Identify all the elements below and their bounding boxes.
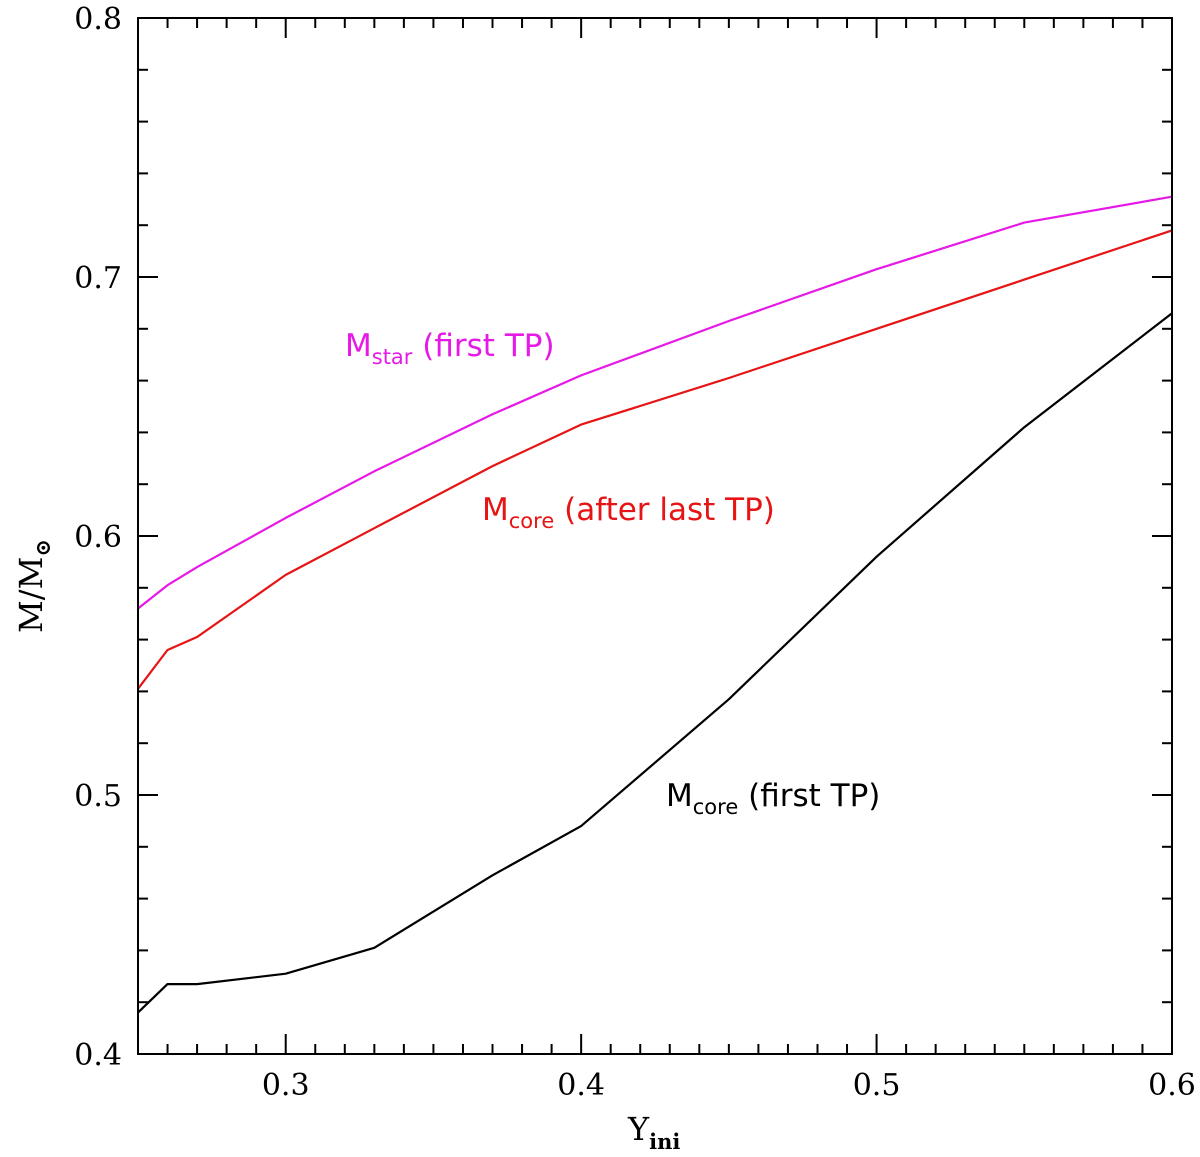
series-line-mstar-first-tp — [137, 195, 1173, 610]
y-tick-label: 0.5 — [74, 779, 122, 814]
plot-frame — [137, 17, 1173, 1055]
series-lines — [137, 195, 1173, 1014]
series-line-mcore-after-last-tp — [137, 229, 1173, 690]
x-tick-label: 0.6 — [1148, 1068, 1196, 1103]
x-axis-label: Yini — [627, 1110, 680, 1154]
y-tick-label: 0.6 — [74, 520, 122, 555]
x-tick-label: 0.4 — [557, 1068, 605, 1103]
tick-labels: 0.3 0.4 0.5 0.6 0.4 0.5 0.6 0.7 0.8 — [74, 2, 1196, 1103]
x-tick-label: 0.3 — [262, 1068, 310, 1103]
series-line-mcore-first-tp — [137, 312, 1173, 1014]
y-tick-label: 0.4 — [74, 1038, 122, 1073]
x-tick-label: 0.5 — [853, 1068, 901, 1103]
y-tick-label: 0.7 — [74, 261, 122, 296]
y-axis-label: M/M⊙ — [12, 539, 55, 633]
y-tick-label: 0.8 — [74, 2, 122, 37]
annotation-mcore-first-tp: Mcore (first TP) — [666, 778, 880, 819]
axis-ticks — [137, 17, 1173, 1055]
annotation-mstar-first-tp: Mstar (first TP) — [345, 328, 555, 369]
annotation-mcore-after-last-tp: Mcore (after last TP) — [482, 492, 775, 533]
